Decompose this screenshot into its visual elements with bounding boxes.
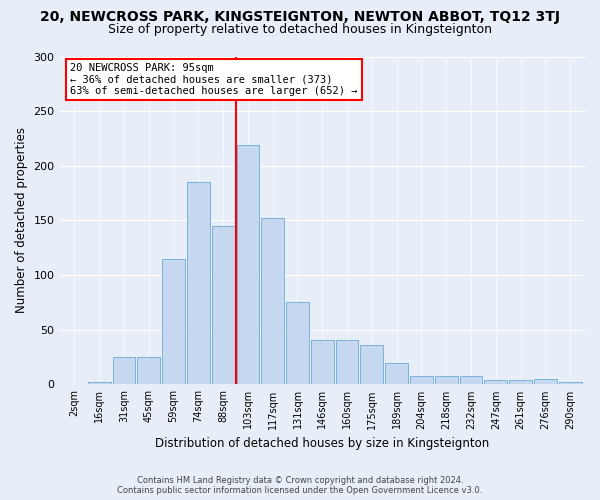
Bar [460, 376, 482, 384]
Bar [361, 345, 383, 385]
Text: 20, NEWCROSS PARK, KINGSTEIGNTON, NEWTON ABBOT, TQ12 3TJ: 20, NEWCROSS PARK, KINGSTEIGNTON, NEWTON… [40, 10, 560, 24]
Bar [435, 376, 458, 384]
Bar [261, 218, 284, 384]
Bar [509, 380, 532, 384]
Bar [236, 145, 259, 384]
Bar [187, 182, 210, 384]
Bar [311, 340, 334, 384]
Y-axis label: Number of detached properties: Number of detached properties [15, 128, 28, 314]
Bar [113, 357, 136, 384]
Text: Size of property relative to detached houses in Kingsteignton: Size of property relative to detached ho… [108, 22, 492, 36]
X-axis label: Distribution of detached houses by size in Kingsteignton: Distribution of detached houses by size … [155, 437, 490, 450]
Bar [410, 376, 433, 384]
Bar [137, 357, 160, 384]
Bar [88, 382, 110, 384]
Bar [385, 362, 408, 384]
Bar [559, 382, 581, 384]
Text: Contains HM Land Registry data © Crown copyright and database right 2024.
Contai: Contains HM Land Registry data © Crown c… [118, 476, 482, 495]
Text: 20 NEWCROSS PARK: 95sqm
← 36% of detached houses are smaller (373)
63% of semi-d: 20 NEWCROSS PARK: 95sqm ← 36% of detache… [70, 63, 358, 96]
Bar [162, 258, 185, 384]
Bar [212, 226, 235, 384]
Bar [484, 380, 507, 384]
Bar [335, 340, 358, 384]
Bar [534, 379, 557, 384]
Bar [286, 302, 309, 384]
